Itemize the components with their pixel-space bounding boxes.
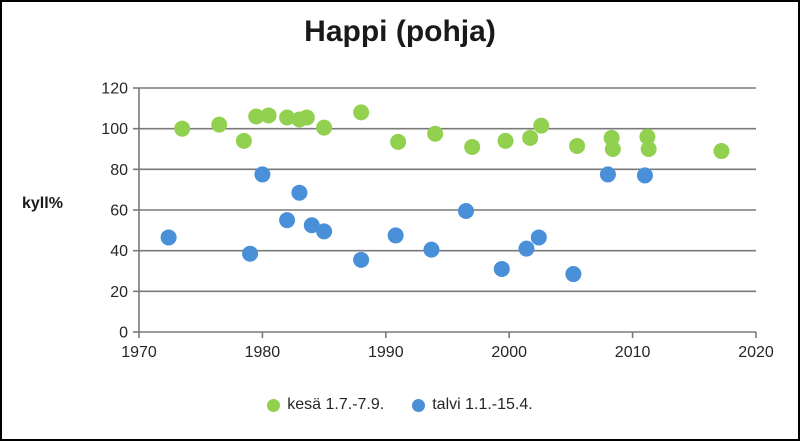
data-point-talvi: [518, 240, 535, 257]
y-tick-label: 100: [101, 121, 128, 138]
x-tick-label: 2010: [615, 344, 651, 361]
y-tick-label: 20: [110, 284, 128, 301]
data-point-talvi: [303, 217, 320, 234]
data-point-kesa: [713, 143, 730, 160]
y-tick-label: 60: [110, 203, 128, 220]
chart-title: Happi (pohja): [304, 15, 496, 48]
data-point-talvi: [254, 166, 271, 183]
legend-item-talvi: talvi 1.1.-15.4.: [412, 396, 533, 414]
x-tick-label: 1980: [245, 344, 281, 361]
data-point-kesa: [316, 119, 333, 136]
data-point-kesa: [639, 128, 656, 145]
data-point-kesa: [464, 138, 481, 155]
y-tick-label: 0: [119, 325, 128, 342]
data-point-kesa: [248, 108, 265, 125]
legend-label-kesa: kesä 1.7.-7.9.: [287, 396, 385, 413]
data-point-talvi: [316, 223, 333, 240]
data-point-talvi: [423, 241, 440, 258]
data-point-talvi: [353, 251, 370, 268]
kesa-marker-icon: [267, 398, 281, 412]
data-point-kesa: [569, 137, 586, 154]
data-point-kesa: [174, 120, 191, 137]
data-point-talvi: [242, 245, 259, 262]
data-point-kesa: [390, 133, 407, 150]
legend-item-kesa: kesä 1.7.-7.9.: [267, 396, 384, 414]
talvi-marker-icon: [412, 398, 426, 412]
y-tick-label: 80: [110, 162, 128, 179]
data-point-talvi: [160, 229, 177, 246]
data-point-talvi: [636, 167, 653, 184]
data-point-talvi: [458, 203, 475, 220]
data-point-kesa: [279, 109, 296, 126]
data-point-talvi: [565, 266, 582, 283]
data-point-kesa: [640, 141, 657, 157]
x-tick-label: 2020: [738, 344, 774, 361]
x-tick-label: 2000: [491, 344, 527, 361]
data-point-kesa: [497, 132, 514, 149]
data-point-kesa: [522, 129, 539, 146]
legend: kesä 1.7.-7.9. talvi 1.1.-15.4.: [2, 396, 798, 414]
y-tick-label: 40: [110, 243, 128, 260]
data-point-kesa: [235, 132, 252, 149]
x-tick-label: 1970: [121, 344, 157, 361]
data-point-kesa: [427, 125, 444, 142]
x-tick-label: 1990: [368, 344, 404, 361]
data-point-talvi: [493, 260, 510, 277]
legend-label-talvi: talvi 1.1.-15.4.: [432, 396, 533, 413]
data-point-talvi: [387, 227, 404, 244]
data-point-kesa: [533, 117, 550, 134]
data-point-kesa: [604, 141, 621, 157]
data-point-kesa: [353, 104, 370, 121]
data-point-talvi: [599, 166, 616, 183]
data-point-kesa: [260, 107, 277, 124]
data-point-talvi: [530, 229, 547, 246]
y-tick-label: 120: [101, 81, 128, 98]
data-point-talvi: [291, 184, 308, 201]
y-axis-label: kyll%: [22, 195, 63, 212]
data-point-kesa: [298, 109, 315, 126]
data-point-kesa: [211, 116, 228, 133]
data-point-talvi: [279, 212, 296, 229]
